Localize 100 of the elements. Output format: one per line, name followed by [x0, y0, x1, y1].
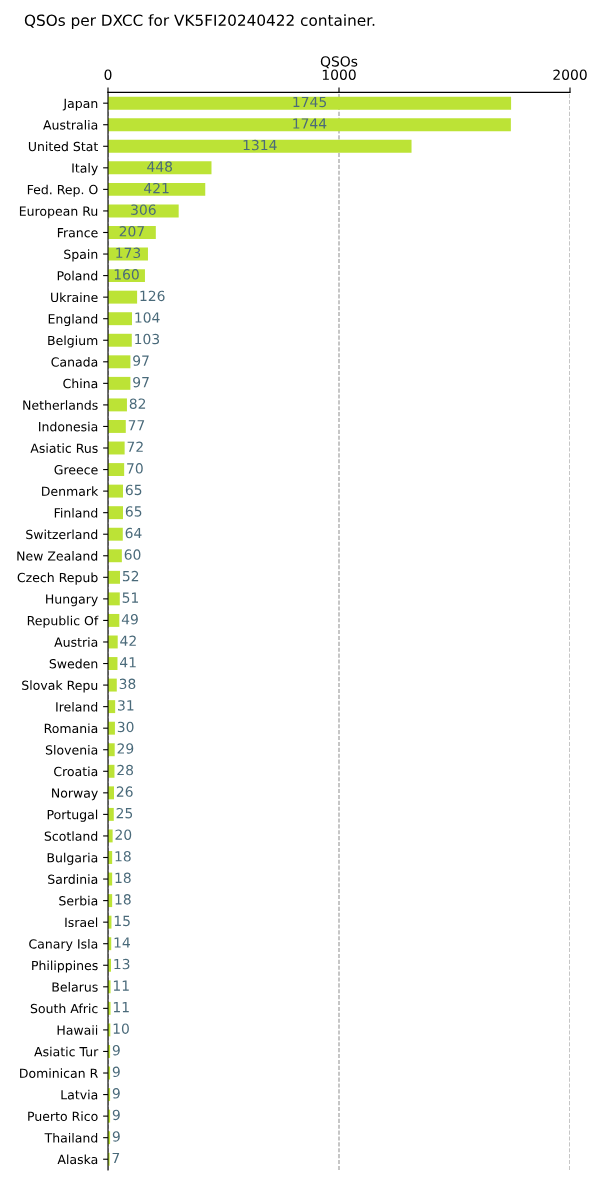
y-tick-label: Ukraine: [51, 292, 98, 303]
y-tick-label: Asiatic Tur: [34, 1046, 99, 1057]
data-label: 173: [116, 247, 141, 259]
y-tick-label: Poland: [57, 270, 98, 281]
y-tick-label: Bulgaria: [47, 852, 98, 865]
data-label: 52: [122, 570, 139, 582]
y-tick-label: Alaska: [57, 1154, 98, 1165]
y-tick-label: Denmark: [42, 486, 99, 497]
data-label: 18: [115, 851, 131, 862]
y-tick-label: Sweden: [49, 658, 98, 669]
data-label: 10: [113, 1023, 129, 1034]
y-tick-label: Puerto Rico: [28, 1111, 98, 1122]
data-label: 9: [112, 1088, 120, 1099]
y-tick-label: China: [63, 378, 98, 389]
x-axis-title: QSOs: [320, 56, 358, 69]
data-label: 42: [120, 635, 136, 646]
data-label: 9: [112, 1131, 120, 1142]
data-label: 20: [115, 829, 132, 840]
data-label: 38: [119, 678, 136, 690]
y-tick-label: Philippines: [32, 960, 98, 973]
data-label: 49: [121, 613, 138, 625]
data-label: 60: [124, 549, 141, 560]
data-label: 26: [116, 786, 133, 797]
data-label: 15: [114, 915, 130, 927]
y-tick-label: Portugal: [47, 809, 98, 822]
data-label: 31: [118, 700, 134, 711]
data-label: 41: [120, 657, 136, 668]
data-label: 9: [112, 1044, 120, 1056]
y-tick-label: France: [57, 228, 98, 238]
y-tick-label: Romania: [44, 723, 98, 734]
y-tick-label: Hungary: [46, 594, 98, 607]
data-label: 13: [114, 958, 130, 970]
y-tick-label: Switzerland: [26, 529, 98, 540]
data-label: 448: [147, 161, 173, 172]
data-label: 9: [112, 1109, 120, 1121]
y-tick-label: Canary Isla: [29, 938, 98, 952]
data-label: 11: [113, 1002, 129, 1013]
data-label: 70: [127, 463, 143, 474]
y-tick-label: Dominican R: [20, 1068, 98, 1078]
y-tick-label: United Stat: [28, 141, 98, 152]
y-tick-label: Israel: [65, 917, 98, 928]
y-tick-label: South Afric: [30, 1003, 98, 1014]
y-tick-label: Indonesia: [39, 421, 98, 432]
y-tick-label: Spain: [64, 249, 98, 262]
data-label: 72: [127, 441, 143, 452]
data-label: 9: [112, 1066, 120, 1078]
x-tick-label: 2000: [553, 69, 587, 80]
y-tick-label: Italy: [72, 163, 98, 176]
y-tick-label: Australia: [43, 119, 98, 130]
y-tick-label: Slovak Repu: [22, 680, 98, 693]
chart-title: QSOs per DXCC for VK5FI20240422 container.: [24, 14, 375, 29]
data-label: 97: [133, 376, 149, 388]
y-tick-label: Netherlands: [23, 400, 98, 410]
data-label: 64: [125, 527, 142, 539]
y-tick-label: Austria: [54, 637, 98, 647]
y-tick-label: Latvia: [61, 1089, 98, 1100]
data-label: 1314: [243, 139, 277, 151]
y-tick-label: Republic Of: [27, 615, 99, 628]
data-label: 65: [125, 506, 142, 517]
x-tick-label: 0: [104, 69, 112, 80]
data-label: 25: [116, 807, 133, 819]
data-label: 104: [135, 312, 160, 323]
data-label: 1744: [293, 118, 327, 129]
y-tick-label: Canada: [51, 357, 98, 367]
data-label: 18: [115, 894, 131, 905]
data-label: 18: [115, 872, 131, 884]
data-label: 207: [119, 226, 144, 237]
data-label: 97: [133, 355, 149, 366]
y-tick-label: Slovenia: [45, 744, 98, 755]
data-label: 77: [128, 420, 145, 431]
data-label: 11: [113, 980, 129, 991]
data-label: 7: [112, 1152, 120, 1164]
y-tick-label: Sardinia: [48, 874, 98, 884]
y-tick-label: European Ru: [19, 206, 98, 219]
y-tick-label: Fed. Rep. O: [27, 184, 98, 197]
data-label: 306: [131, 204, 156, 215]
y-tick-label: Finland: [54, 507, 98, 518]
data-label: 51: [122, 592, 139, 603]
y-tick-label: Asiatic Rus: [30, 443, 98, 453]
data-label: 82: [129, 398, 146, 409]
data-label: 14: [114, 937, 130, 948]
y-tick-label: Greece: [54, 465, 98, 475]
data-label: 28: [117, 764, 134, 776]
y-tick-label: Croatia: [54, 766, 98, 777]
y-tick-label: New Zealand: [17, 551, 98, 561]
y-tick-label: Scotland: [44, 831, 98, 841]
y-tick-label: Belgium: [48, 335, 98, 348]
y-tick-label: Japan: [62, 98, 98, 111]
data-label: 126: [140, 290, 165, 302]
y-tick-label: England: [48, 313, 98, 327]
y-tick-label: Ireland: [56, 701, 98, 712]
y-tick-label: Serbia: [59, 895, 98, 906]
data-label: 103: [135, 333, 160, 345]
data-label: 30: [117, 721, 134, 733]
data-label: 160: [114, 269, 139, 280]
y-tick-label: Norway: [52, 788, 98, 801]
y-tick-label: Hawaii: [57, 1025, 98, 1035]
data-label: 65: [125, 484, 142, 496]
x-tick-label: 1000: [322, 69, 356, 80]
data-label: 1745: [293, 96, 327, 108]
